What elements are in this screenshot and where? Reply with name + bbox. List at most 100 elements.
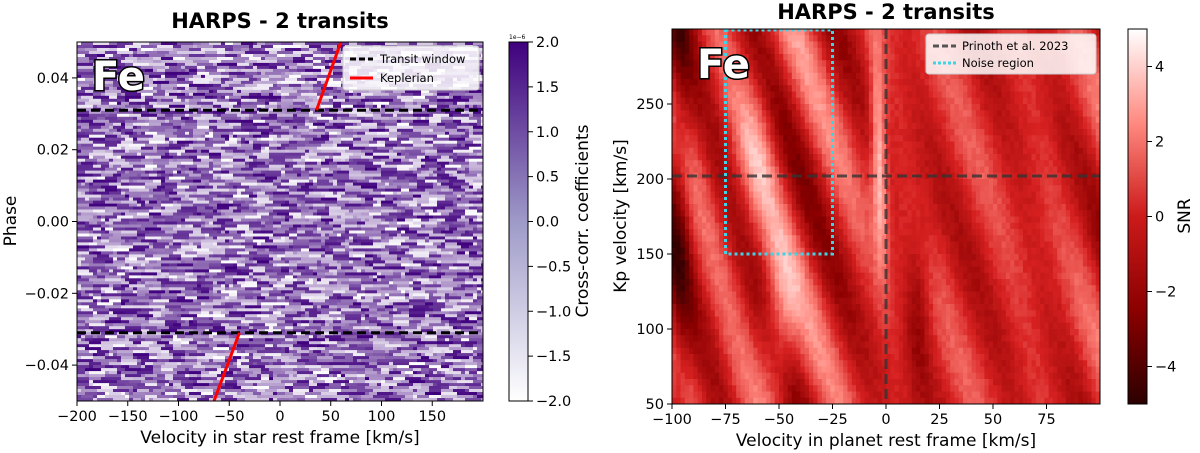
heatmap-cell (213, 221, 225, 225)
heatmap-cell (133, 302, 145, 306)
heatmap-cell (149, 200, 157, 204)
heatmap-cell (165, 377, 173, 381)
heatmap-cell (473, 176, 483, 180)
heatmap-cell (481, 89, 483, 94)
heatmap-cell (305, 68, 321, 73)
heatmap-cell (313, 335, 317, 339)
heatmap-cell (449, 266, 457, 270)
heatmap-cell (133, 42, 149, 46)
heatmap-cell (373, 257, 381, 261)
heatmap-cell (385, 248, 389, 252)
heatmap-cell (329, 167, 341, 171)
heatmap-cell (269, 122, 281, 127)
heatmap-cell (277, 272, 289, 276)
heatmap-cell (125, 365, 129, 369)
heatmap-cell (89, 341, 101, 345)
heatmap-cell (413, 398, 429, 401)
heatmap-cell (125, 194, 129, 198)
heatmap-cell (185, 194, 189, 198)
heatmap-cell (201, 362, 217, 366)
heatmap-cell (425, 224, 437, 228)
heatmap-cell (113, 347, 121, 351)
heatmap-cell (93, 65, 97, 70)
heatmap-cell (349, 176, 353, 180)
heatmap-cell (237, 74, 245, 79)
heatmap-cell (361, 269, 365, 273)
heatmap-cell (309, 278, 313, 282)
heatmap-cell (317, 152, 333, 156)
heatmap-cell (309, 218, 317, 222)
heatmap-cell (293, 338, 309, 342)
heatmap-cell (433, 173, 437, 177)
heatmap-cell (169, 326, 181, 330)
heatmap-cell (353, 176, 365, 180)
heatmap-cell (329, 221, 345, 225)
heatmap-cell (177, 83, 189, 88)
heatmap-cell (213, 290, 217, 294)
heatmap-cell (137, 119, 145, 124)
heatmap-cell (181, 281, 197, 285)
heatmap-cell (197, 71, 209, 76)
heatmap-cell (229, 131, 233, 136)
heatmap-cell (273, 287, 277, 291)
heatmap-cell (381, 209, 397, 213)
heatmap-cell (477, 290, 481, 294)
heatmap-cell (365, 314, 369, 318)
heatmap-cell (257, 302, 261, 306)
heatmap-cell (377, 371, 381, 375)
heatmap-cell (313, 380, 325, 384)
heatmap-cell (117, 77, 121, 82)
heatmap-cell (161, 42, 169, 46)
heatmap-cell (185, 353, 189, 357)
heatmap-cell (121, 155, 137, 159)
heatmap-cell (277, 350, 285, 354)
heatmap-cell (293, 107, 301, 112)
heatmap-cell (285, 236, 289, 240)
heatmap-cell (317, 146, 333, 150)
heatmap-cell (373, 116, 389, 121)
heatmap-cell (249, 203, 253, 207)
heatmap-cell (93, 42, 109, 46)
heatmap-cell (129, 143, 145, 147)
heatmap-cell (81, 308, 93, 312)
heatmap-cell (77, 251, 89, 255)
heatmap-cell (449, 347, 461, 351)
heatmap-cell (269, 185, 277, 189)
heatmap-cell (365, 386, 381, 390)
heatmap-cell (249, 57, 261, 61)
heatmap-cell (425, 317, 441, 321)
heatmap-cell (445, 374, 453, 378)
heatmap-cell (317, 344, 325, 348)
heatmap-cell (457, 236, 461, 240)
heatmap-cell (89, 365, 93, 369)
heatmap-cell (301, 54, 313, 58)
heatmap-cell (341, 347, 349, 351)
left-x-tick-label: 150 (418, 409, 446, 425)
heatmap-cell (373, 104, 377, 109)
heatmap-cell (345, 218, 361, 222)
heatmap-cell (373, 347, 381, 351)
heatmap-cell (93, 326, 109, 330)
heatmap-cell (125, 227, 137, 231)
heatmap-cell (437, 197, 445, 201)
heatmap-cell (341, 179, 353, 183)
heatmap-cell (225, 167, 241, 171)
heatmap-cell (409, 188, 421, 192)
heatmap-cell (185, 57, 201, 61)
heatmap-cell (173, 239, 181, 243)
heatmap-cell (253, 383, 257, 387)
heatmap-cell (185, 176, 201, 180)
heatmap-cell (77, 359, 93, 363)
heatmap-cell (289, 119, 293, 124)
heatmap-cell (217, 95, 221, 100)
heatmap-cell (293, 242, 309, 246)
heatmap-cell (249, 338, 253, 342)
heatmap-cell (105, 374, 121, 378)
heatmap-cell (117, 290, 121, 294)
heatmap-cell (317, 272, 325, 276)
heatmap-cell (217, 54, 225, 58)
heatmap-cell (373, 152, 389, 156)
heatmap-cell (457, 152, 469, 156)
heatmap-cell (133, 137, 137, 141)
heatmap-cell (477, 296, 483, 300)
